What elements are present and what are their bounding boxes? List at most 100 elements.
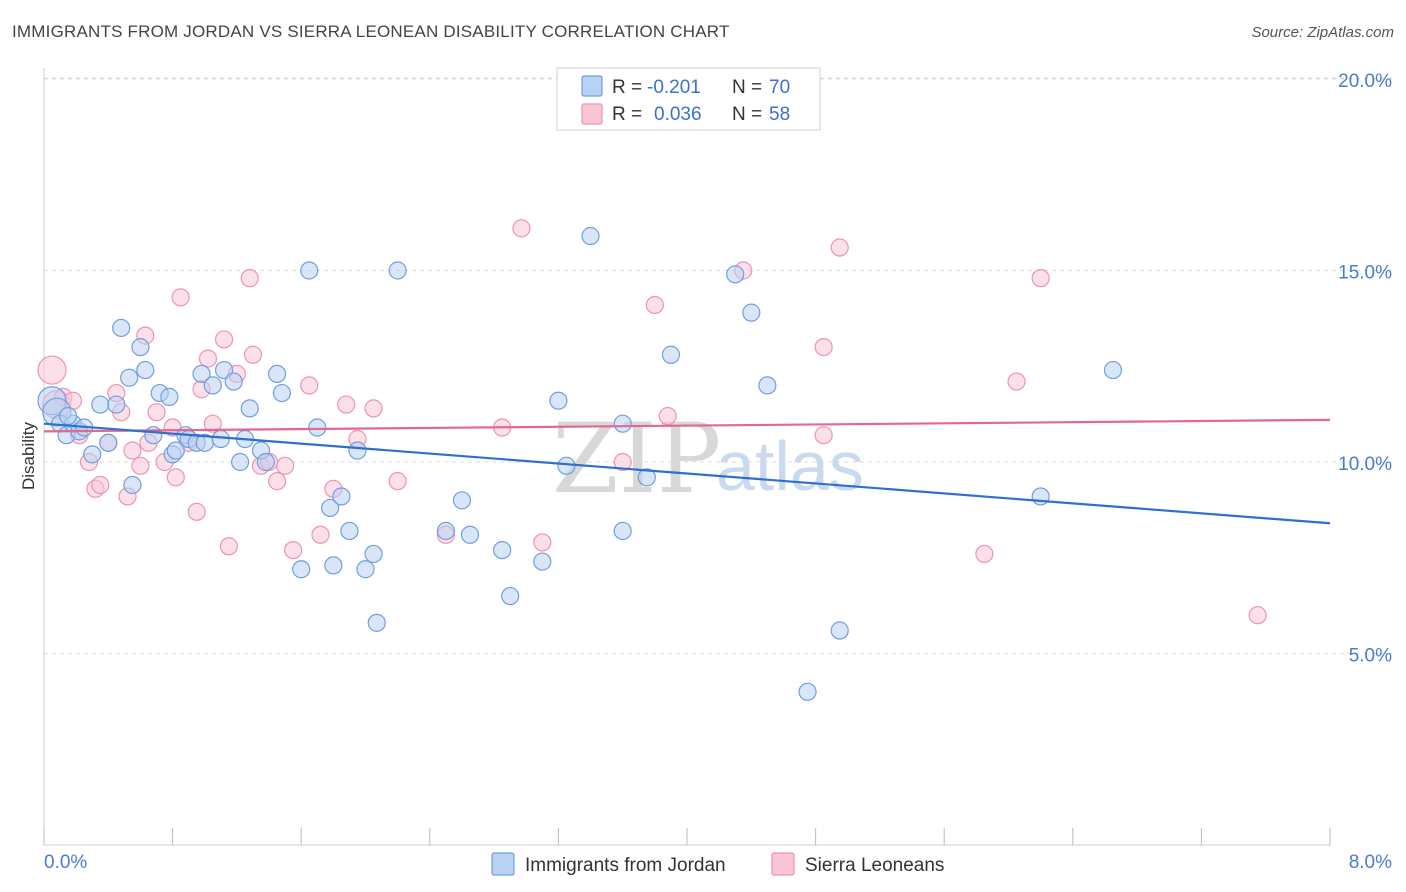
jordan-point-25 — [203, 376, 222, 395]
jordan-point-48 — [436, 521, 455, 541]
sierra-point-51 — [814, 426, 833, 445]
jordan-point-36 — [292, 560, 311, 579]
legend-n-label-2: N = — [732, 104, 762, 125]
y-axis-label: Disability — [19, 421, 38, 490]
jordan-point-68 — [59, 406, 78, 426]
jordan-point-44 — [356, 560, 375, 579]
sierra-point-33 — [267, 472, 287, 491]
jordan-point-63 — [758, 376, 777, 395]
jordan-point-26 — [211, 429, 230, 449]
jordan-point-14 — [136, 360, 155, 380]
sierra-point-19 — [166, 468, 185, 487]
jordan-point-34 — [267, 364, 287, 384]
sierra-point-27 — [219, 537, 238, 556]
jordan-point-61 — [726, 265, 745, 284]
sierra-point-49 — [658, 406, 677, 426]
jordan-point-55 — [557, 456, 576, 475]
jordan-point-33 — [256, 452, 275, 472]
jordan-point-42 — [340, 521, 359, 541]
legend-n-value-2: 58 — [769, 104, 790, 125]
jordan-point-10 — [107, 395, 126, 414]
sierra-point-42 — [388, 472, 407, 491]
sierra-point-56 — [1031, 269, 1050, 288]
jordan-point-40 — [324, 556, 343, 575]
watermark: ZIP atlas — [552, 403, 864, 515]
jordan-point-65 — [830, 621, 849, 640]
sierra-point-46 — [533, 533, 552, 552]
grid-lines — [44, 77, 1392, 654]
jordan-point-23 — [192, 364, 211, 384]
sierra-point-45 — [512, 219, 531, 238]
legend-r-label-1: R = — [612, 77, 642, 98]
jordan-point-39 — [321, 498, 340, 518]
watermark-zip: ZIP — [552, 403, 721, 515]
sierra-point-20 — [171, 288, 190, 307]
jordan-point-29 — [231, 452, 250, 472]
legend-n-label-1: N = — [732, 77, 762, 98]
sierra-point-13 — [131, 456, 150, 475]
x-tick-marks — [43, 828, 1331, 845]
sierra-point-22 — [187, 502, 206, 521]
legend-swatch-blue — [581, 75, 603, 97]
sierra-point-30 — [243, 345, 263, 364]
legend-r-value-1: -0.201 — [647, 77, 701, 98]
x-tick-label-min: 0.0% — [44, 852, 87, 873]
bottom-legend-label-jordan: Immigrants from Jordan — [525, 855, 726, 876]
jordan-point-59 — [637, 468, 656, 487]
bottom-legend-swatch-pink — [771, 852, 795, 876]
legend-swatch-pink — [581, 103, 603, 125]
sierra-point-54 — [975, 544, 994, 564]
jordan-point-46 — [367, 613, 386, 632]
jordan-point-52 — [501, 586, 520, 606]
y-tick-label-20: 20.0% — [1338, 71, 1392, 92]
jordan-point-8 — [91, 395, 110, 414]
sierra-point-47 — [613, 452, 632, 472]
jordan-point-53 — [533, 552, 552, 571]
y-tick-label-10: 10.0% — [1338, 454, 1392, 475]
bottom-legend-swatch-blue — [491, 852, 515, 876]
jordan-point-11 — [112, 318, 131, 338]
sierra-point-55 — [1007, 372, 1026, 391]
sierra-point-7 — [91, 475, 110, 495]
sierra-point-36 — [300, 376, 319, 395]
jordan-point-64 — [798, 682, 817, 701]
jordan-point-69 — [123, 475, 142, 495]
trend-line-jordan — [43, 422, 1331, 525]
legend-n-value-1: 70 — [769, 77, 790, 98]
jordan-point-7 — [83, 445, 102, 464]
watermark-atlas: atlas — [716, 427, 864, 505]
trend-lines — [43, 418, 1331, 525]
jordan-point-50 — [460, 525, 480, 544]
sierra-point-12 — [123, 441, 142, 460]
sierra-point-52 — [814, 338, 833, 357]
chart-title: IMMIGRANTS FROM JORDAN VS SIERRA LEONEAN… — [12, 22, 730, 41]
source-label: Source: ZipAtlas.com — [1251, 24, 1394, 41]
bottom-legend: Immigrants from Jordan Sierra Leoneans — [491, 852, 944, 876]
bottom-legend-label-sierra: Sierra Leoneans — [805, 855, 944, 876]
legend-r-label-2: R = — [612, 104, 642, 125]
jordan-point-19 — [166, 441, 185, 460]
jordan-point-35 — [272, 383, 292, 403]
trend-line-sierra — [43, 418, 1331, 433]
jordan-point-41 — [332, 487, 351, 506]
y-tick-labels: 5.0% 10.0% 15.0% 20.0% — [1338, 71, 1392, 667]
jordan-point-13 — [131, 338, 150, 357]
y-tick-label-15: 15.0% — [1338, 263, 1392, 284]
sierra-point-57 — [1248, 606, 1267, 625]
sierra-point-26 — [214, 330, 234, 349]
y-tick-label-5: 5.0% — [1349, 646, 1392, 667]
sierra-point-16 — [147, 403, 166, 422]
jordan-point-60 — [661, 345, 681, 364]
sierra-point-53 — [830, 238, 849, 257]
sierra-point-24 — [198, 349, 218, 368]
jordan-point-67 — [1103, 360, 1123, 380]
sierra-point-39 — [337, 395, 356, 414]
sierra-point-48 — [645, 295, 664, 315]
legend-box: R = -0.201 N = 70 R = 0.036 N = 58 — [556, 67, 821, 131]
jordan-point-38 — [308, 418, 327, 437]
jordan-point-56 — [581, 226, 600, 246]
jordan-point-45 — [364, 544, 383, 564]
jordan-point-51 — [493, 540, 512, 560]
series-immigrants-from-jordan — [37, 226, 1123, 701]
